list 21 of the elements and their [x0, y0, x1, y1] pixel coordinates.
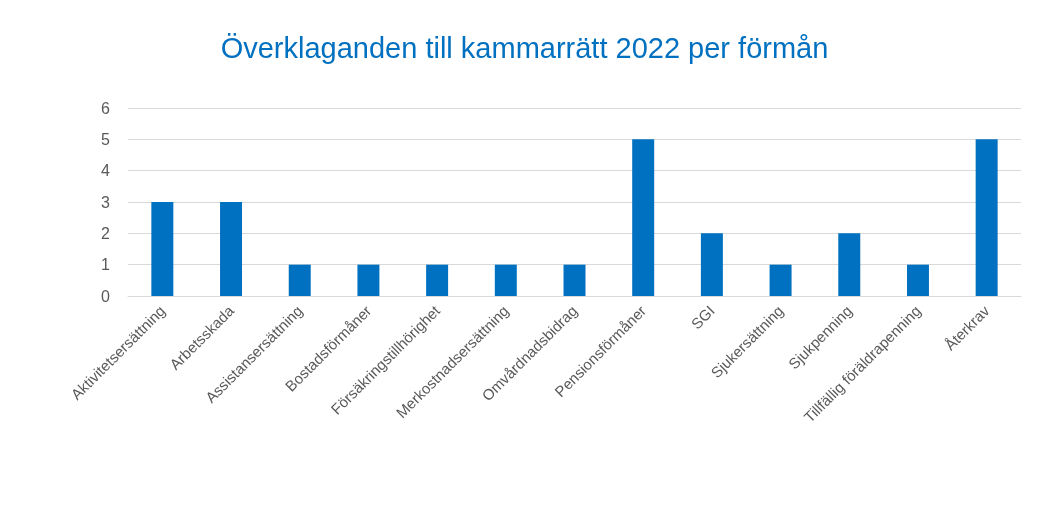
bar: [220, 202, 243, 296]
bar: [563, 264, 586, 296]
bar: [288, 264, 311, 296]
y-tick-label: 1: [101, 256, 111, 274]
y-tick-label: 3: [101, 193, 111, 211]
y-tick-label: 2: [101, 224, 111, 242]
bar: [426, 264, 449, 296]
bar: [769, 264, 792, 296]
y-tick-label: 4: [101, 162, 111, 180]
y-tick-label: 6: [101, 99, 111, 117]
bar: [632, 139, 655, 296]
bar: [494, 264, 517, 296]
y-tick-label: 0: [101, 287, 111, 305]
bar: [838, 233, 861, 296]
bar: [975, 139, 998, 296]
y-tick-label: 5: [101, 130, 111, 148]
chart-title: Överklaganden till kammarrätt 2022 per förmån: [220, 31, 829, 64]
bar: [357, 264, 380, 296]
bar: [906, 264, 929, 296]
bar: [700, 233, 723, 296]
bar: [151, 202, 174, 296]
